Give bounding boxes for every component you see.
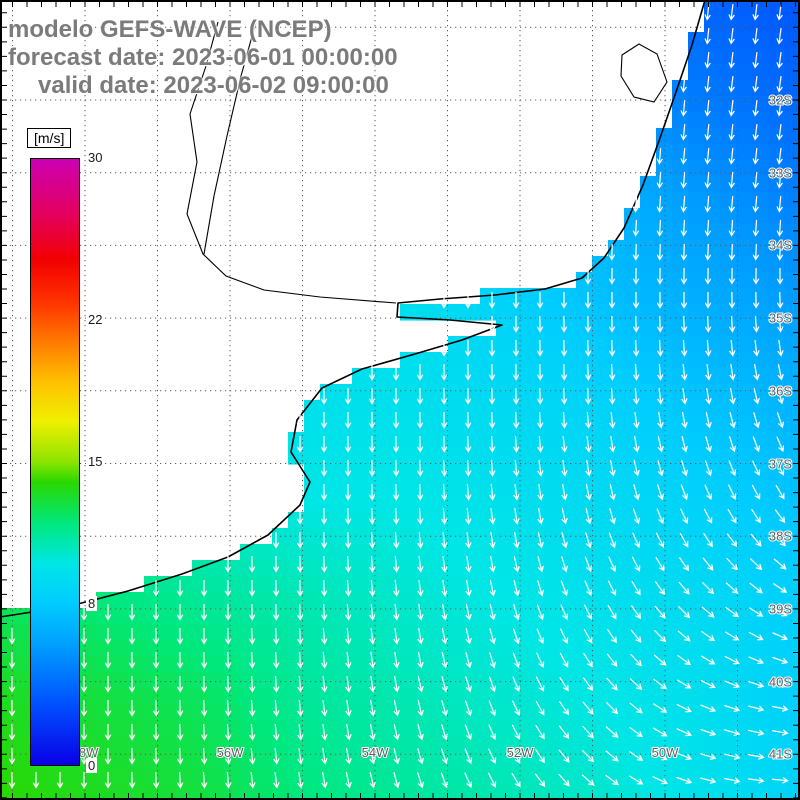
colorbar-gradient xyxy=(30,158,80,766)
lat-label: 41S xyxy=(769,747,792,762)
river-line xyxy=(203,21,257,255)
river-line xyxy=(186,21,397,304)
coastline xyxy=(0,0,706,618)
valid-date-line: valid date: 2023-06-02 09:00:00 xyxy=(38,72,389,99)
lat-label: 37S xyxy=(769,457,792,472)
lon-label: 50W xyxy=(652,745,679,760)
lagoon-outline xyxy=(620,43,668,103)
colorbar-tick-label: 22 xyxy=(86,312,105,328)
colorbar-unit-label: [m/s] xyxy=(27,128,72,148)
lat-label: 36S xyxy=(769,384,792,399)
colorbar-tick-label: 15 xyxy=(86,454,105,469)
lat-label: 35S xyxy=(769,311,792,326)
lat-label: 40S xyxy=(769,675,792,690)
colorbar-tick-label: 0 xyxy=(86,758,98,773)
lat-label: 38S xyxy=(769,529,792,544)
lat-label: 33S xyxy=(769,166,792,181)
colorbar-tick-label: 8 xyxy=(86,595,98,611)
forecast-date-line: forecast date: 2023-06-01 00:00:00 xyxy=(8,44,398,71)
lon-label: 52W xyxy=(507,745,534,760)
lon-label: 56W xyxy=(217,745,244,760)
colorbar-tick-label: 30 xyxy=(86,150,105,165)
title-block: modelo GEFS-WAVE (NCEP) forecast date: 2… xyxy=(8,16,398,100)
lat-label: 32S xyxy=(769,93,792,108)
lat-label: 39S xyxy=(769,602,792,617)
model-title: modelo GEFS-WAVE (NCEP) xyxy=(8,16,332,43)
lon-label: 54W xyxy=(362,745,389,760)
lat-label: 34S xyxy=(769,238,792,253)
coastline-layer xyxy=(0,0,706,618)
